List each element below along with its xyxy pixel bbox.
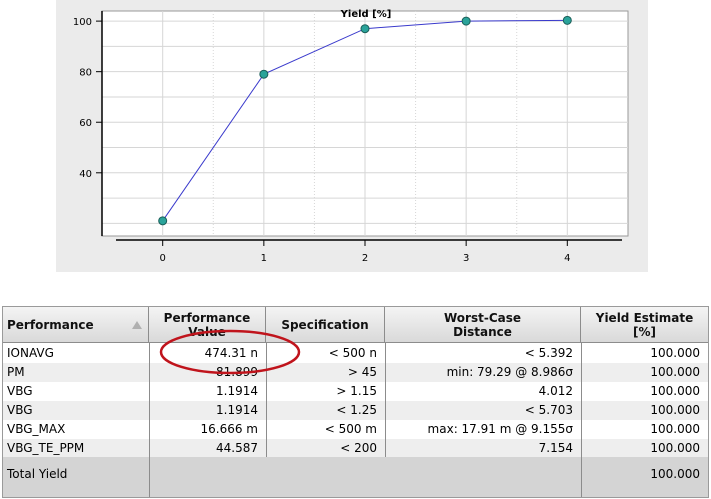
cell-specification: < 1.25 xyxy=(336,403,377,417)
cell-performance: VBG_MAX xyxy=(7,422,66,436)
header-performance-label: Performance xyxy=(7,317,94,332)
cell-value: 44.587 xyxy=(216,441,258,455)
cell-yield: 100.000 xyxy=(650,346,700,360)
cell-performance: VBG xyxy=(7,384,33,398)
data-point-marker xyxy=(360,24,370,34)
column-divider xyxy=(149,343,150,497)
cell-performance: IONAVG xyxy=(7,346,54,360)
x-tick-label: 2 xyxy=(362,253,368,264)
cell-performance: VBG xyxy=(7,403,33,417)
cell-value: 474.31 n xyxy=(204,346,258,360)
data-point-marker xyxy=(461,16,471,26)
cell-worst-case-distance: max: 17.91 m @ 9.155σ xyxy=(427,422,573,436)
cell-specification: < 500 n xyxy=(328,346,377,360)
cell-specification: < 500 m xyxy=(324,422,377,436)
table-row[interactable]: VBG_MAX 16.666 m < 500 m max: 17.91 m @ … xyxy=(3,420,708,439)
y-tick-label: 60 xyxy=(79,118,92,129)
header-performance-value[interactable]: Performance Value xyxy=(149,307,266,343)
cell-specification: > 45 xyxy=(347,365,377,379)
red-circle-mark xyxy=(159,329,301,375)
cell-value: 1.1914 xyxy=(216,384,258,398)
header-specification-label: Specification xyxy=(281,317,369,332)
cell-specification: > 1.15 xyxy=(336,384,377,398)
cell-performance: VBG_TE_PPM xyxy=(7,441,85,455)
header-worst-case-distance[interactable]: Worst-Case Distance xyxy=(385,307,581,343)
sort-ascending-icon[interactable] xyxy=(132,321,142,329)
header-yield-line1: Yield Estimate xyxy=(595,310,694,325)
data-point-marker xyxy=(259,69,269,79)
header-wcd-line2: Distance xyxy=(453,324,512,339)
table-row[interactable]: VBG 1.1914 > 1.15 4.012 100.000 xyxy=(3,382,708,401)
table-row[interactable]: VBG_TE_PPM 44.587 < 200 7.154 100.000 xyxy=(3,439,708,458)
cell-worst-case-distance: 7.154 xyxy=(538,441,573,455)
cell-performance: PM xyxy=(7,365,25,379)
cell-worst-case-distance: < 5.392 xyxy=(524,346,573,360)
y-tick-label: 100 xyxy=(73,17,92,28)
cell-value: 1.1914 xyxy=(216,403,258,417)
cell-yield: 100.000 xyxy=(650,365,700,379)
table-row[interactable]: IONAVG 474.31 n < 500 n < 5.392 100.000 xyxy=(3,344,708,363)
total-yield-label: Total Yield xyxy=(7,467,68,481)
highlight-ellipse-annotation xyxy=(159,329,301,375)
cell-specification: < 200 xyxy=(340,441,377,455)
y-tick-label: 80 xyxy=(79,68,92,79)
cell-value: 16.666 m xyxy=(200,422,259,436)
header-yield-estimate[interactable]: Yield Estimate [%] xyxy=(581,307,708,343)
header-yield-line2: [%] xyxy=(633,324,656,339)
cell-yield: 100.000 xyxy=(650,403,700,417)
x-tick-label: 4 xyxy=(564,253,570,264)
header-value-line1: Performance xyxy=(163,310,251,325)
column-divider xyxy=(385,343,386,457)
total-yield-value: 100.000 xyxy=(650,467,700,481)
cell-yield: 100.000 xyxy=(650,441,700,455)
data-point-marker xyxy=(158,216,168,226)
column-divider[interactable] xyxy=(581,343,582,497)
x-tick-label: 1 xyxy=(261,253,267,264)
yield-chart-panel: Yield [%] 40 60 80 100 0 1 2 3 4 xyxy=(56,0,648,272)
cell-worst-case-distance: < 5.703 xyxy=(524,403,573,417)
yield-chart: Yield [%] 40 60 80 100 0 1 2 3 4 xyxy=(73,9,629,264)
y-tick-label: 40 xyxy=(79,169,92,180)
table-row[interactable]: VBG 1.1914 < 1.25 < 5.703 100.000 xyxy=(3,401,708,420)
header-wcd-line1: Worst-Case xyxy=(443,310,521,325)
chart-title: Yield [%] xyxy=(340,9,392,20)
cell-worst-case-distance: min: 79.29 @ 8.986σ xyxy=(446,365,573,379)
cell-yield: 100.000 xyxy=(650,422,700,436)
total-yield-row: Total Yield 100.000 xyxy=(3,457,708,497)
x-tick-label: 0 xyxy=(160,253,166,264)
data-point-marker xyxy=(562,15,572,25)
header-specification[interactable]: Specification xyxy=(266,307,385,343)
cell-worst-case-distance: 4.012 xyxy=(538,384,573,398)
header-performance[interactable]: Performance xyxy=(3,307,149,343)
cell-yield: 100.000 xyxy=(650,384,700,398)
table-row[interactable]: PM 81.899 > 45 min: 79.29 @ 8.986σ 100.0… xyxy=(3,363,708,382)
x-tick-label: 3 xyxy=(463,253,469,264)
performance-table: Performance Performance Value Specificat… xyxy=(2,306,709,498)
column-divider xyxy=(266,343,267,457)
